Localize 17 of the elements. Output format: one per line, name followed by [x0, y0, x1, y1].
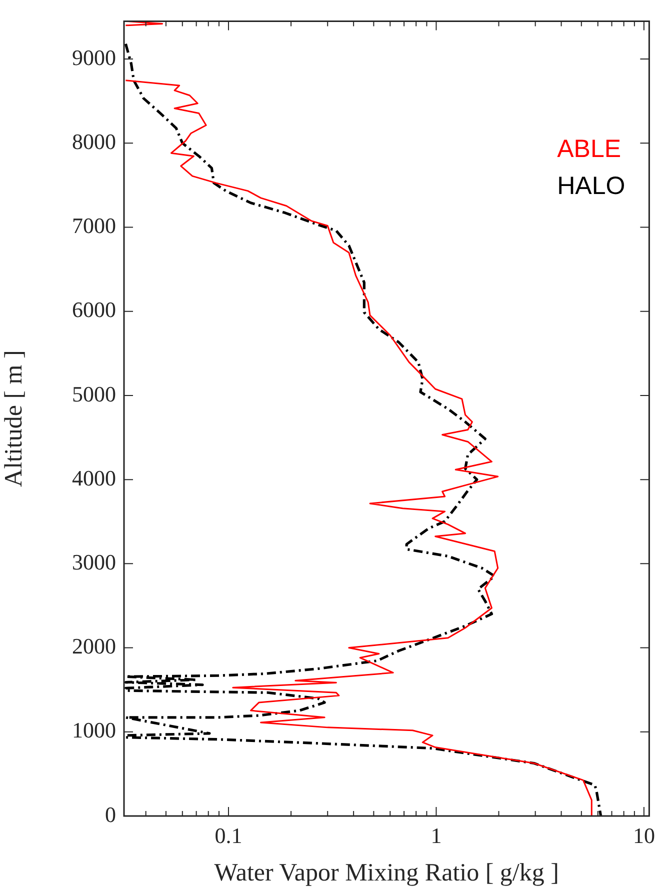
y-tick-label: 0	[105, 802, 116, 827]
y-tick-label: 3000	[72, 549, 116, 574]
y-tick-label: 4000	[72, 465, 116, 490]
y-tick-label: 7000	[72, 213, 116, 238]
y-tick-label: 1000	[72, 718, 116, 743]
x-tick-label: 1	[430, 822, 442, 848]
y-tick-label: 9000	[72, 44, 116, 70]
y-tick-label: 6000	[72, 297, 116, 322]
y-tick-label: 2000	[72, 634, 116, 659]
y-axis-title: Altitude [ m ]	[0, 350, 28, 487]
text: ABLE	[557, 135, 622, 164]
y-tick-label: 8000	[72, 128, 116, 154]
x-tick-label: 0.1	[214, 822, 242, 848]
text: HALO	[557, 172, 626, 200]
x-axis-title: Water Vapor Mixing Ratio [ g/kg ]	[214, 860, 559, 887]
x-tick-label: 10	[632, 822, 655, 848]
y-tick-label: 5000	[72, 381, 116, 406]
